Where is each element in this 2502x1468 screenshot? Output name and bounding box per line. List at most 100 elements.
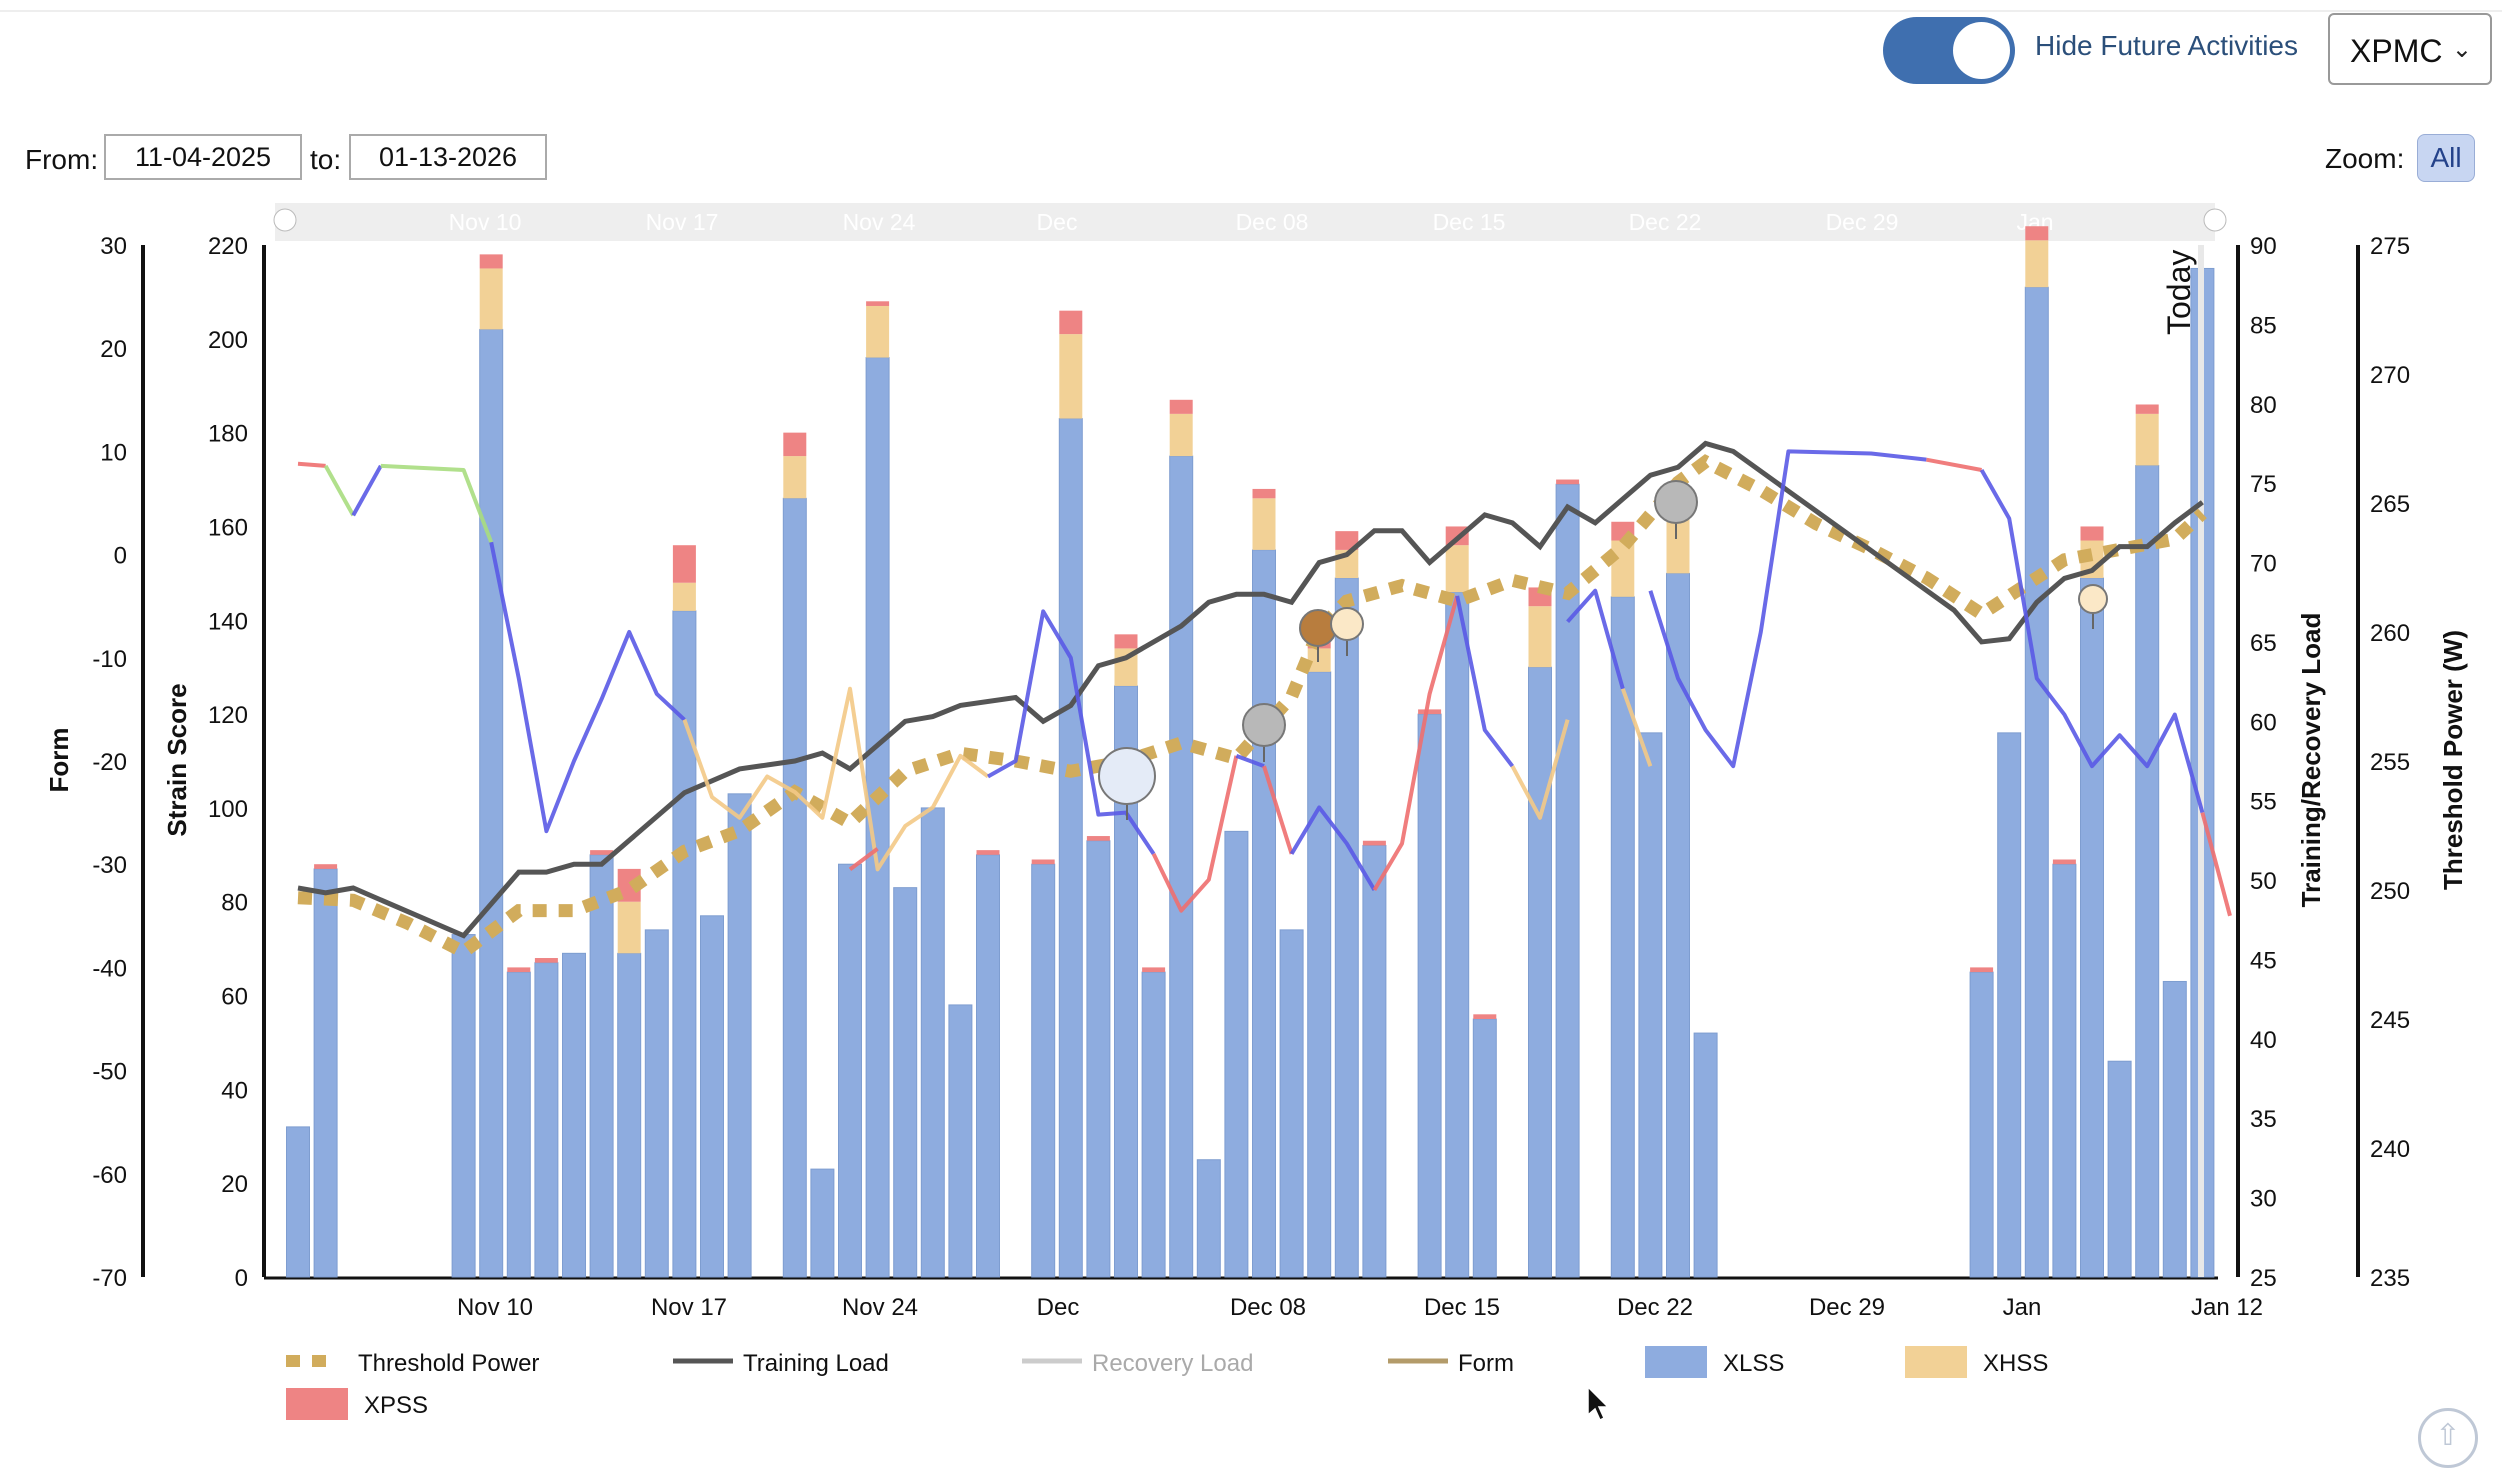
- bar-xlss: [1528, 666, 1552, 1278]
- zoom-all-button[interactable]: All: [2417, 134, 2475, 182]
- bar-xlss: [782, 497, 807, 1278]
- form-tick-label: 10: [100, 439, 127, 466]
- x-tick-label: Nov 10: [457, 1294, 533, 1321]
- bar-xhss: [1059, 334, 1083, 419]
- load-tick-label: 30: [2250, 1186, 2277, 1213]
- bar-xpss: [2135, 404, 2159, 414]
- power-tick-label: 265: [2370, 491, 2410, 518]
- form-tick-label: -70: [92, 1265, 127, 1292]
- load-tick-label: 35: [2250, 1106, 2277, 1133]
- navigator-tick-label: Nov 10: [449, 209, 522, 235]
- navigator-tick-label: Dec 22: [1629, 209, 1702, 235]
- bar-xhss: [672, 582, 696, 611]
- navigator-tick-label: Dec 08: [1236, 209, 1309, 235]
- activity-marker: [1654, 480, 1698, 524]
- bar-xpss: [783, 432, 807, 457]
- navigator-tick-label: Nov 24: [843, 209, 916, 235]
- bar-xhss: [783, 456, 807, 499]
- form-line-blue: [351, 464, 383, 517]
- bar-xpss: [534, 958, 558, 963]
- bar-xlss: [2135, 464, 2160, 1278]
- bar-xhss: [479, 268, 503, 330]
- power-tick-label: 235: [2370, 1265, 2410, 1292]
- form-line-blue: [1648, 449, 1927, 769]
- form-line-green: [380, 463, 494, 543]
- load-tick-label: 55: [2250, 789, 2277, 816]
- top-divider: [0, 10, 2502, 12]
- threshold-power-line: [297, 454, 2207, 960]
- form-line-red: [848, 847, 879, 871]
- to-label: to:: [310, 144, 342, 175]
- from-date-input[interactable]: [104, 134, 302, 180]
- legend-item-xlss: XLSS: [1645, 1346, 1784, 1378]
- form-tick-label: 20: [100, 336, 127, 363]
- activity-marker: [1330, 607, 1364, 641]
- bar-xhss: [2025, 240, 2049, 288]
- form-line-orange: [1620, 688, 1653, 767]
- load-tick-label: 45: [2250, 947, 2277, 974]
- bar-xlss: [948, 1004, 973, 1278]
- form-tick-label: -20: [92, 749, 127, 776]
- form-line-red: [297, 461, 326, 468]
- bar-xlss: [838, 863, 862, 1278]
- power-axis-title: Threshold Power (W): [2438, 630, 2468, 890]
- bar-xpss: [2052, 859, 2076, 865]
- toggle-knob: [1953, 22, 2010, 79]
- bar-xpss: [507, 967, 531, 973]
- power-tick-label: 275: [2370, 233, 2410, 260]
- power-tick-label: 260: [2370, 620, 2410, 647]
- bar-xhss: [866, 305, 890, 358]
- chevron-down-icon: ⌄: [2451, 36, 2472, 63]
- bar-xhss: [617, 901, 641, 954]
- bar-xlss: [2052, 863, 2077, 1278]
- form-line-blue: [1289, 805, 1377, 892]
- strain-tick-label: 120: [208, 702, 248, 729]
- bar-xpss: [1556, 479, 1580, 485]
- load-tick-label: 65: [2250, 630, 2277, 657]
- form-tick-label: -60: [92, 1162, 127, 1189]
- strain-tick-label: 140: [208, 608, 248, 635]
- bar-xlss: [2107, 1060, 2132, 1278]
- x-tick-label: Nov 17: [651, 1294, 727, 1321]
- power-tick-label: 245: [2370, 1007, 2410, 1034]
- bar-xlss: [1362, 844, 1387, 1278]
- bar-xlss: [2080, 577, 2104, 1278]
- bar-xlss: [1555, 483, 1580, 1278]
- scroll-up-button[interactable]: ⇧: [2418, 1408, 2478, 1468]
- training-load-line: [297, 440, 2204, 939]
- form-line-red: [1372, 595, 1460, 892]
- legend-label: Training Load: [743, 1350, 889, 1377]
- form-line-red: [2200, 812, 2232, 917]
- legend-label: Form: [1458, 1350, 1514, 1377]
- load-tick-label: 80: [2250, 392, 2277, 419]
- hide-future-toggle[interactable]: [1883, 17, 2015, 84]
- legend-label: Recovery Load: [1092, 1350, 1253, 1377]
- power-tick-label: 255: [2370, 749, 2410, 776]
- strain-tick-label: 60: [221, 984, 248, 1011]
- bar-xlss: [313, 868, 338, 1278]
- load-tick-label: 90: [2250, 233, 2277, 260]
- strain-tick-label: 100: [208, 796, 248, 823]
- bar-xhss: [1445, 545, 1469, 593]
- strain-tick-label: 180: [208, 421, 248, 448]
- strain-tick-label: 160: [208, 514, 248, 541]
- metric-select[interactable]: XPMC ⌄: [2328, 13, 2492, 85]
- activity-marker: [1098, 747, 1156, 805]
- load-tick-label: 50: [2250, 868, 2277, 895]
- bar-xpss: [1252, 488, 1276, 499]
- bar-xlss: [1445, 591, 1470, 1278]
- from-label: From:: [25, 144, 99, 175]
- x-tick-label: Dec 15: [1424, 1294, 1500, 1321]
- navigator-tick-label: Dec 15: [1433, 209, 1506, 235]
- legend-swatch: [1645, 1346, 1707, 1378]
- navigator-tick-label: Dec: [1037, 209, 1078, 235]
- bar-xpss: [672, 545, 696, 583]
- strain-tick-label: 40: [221, 1077, 248, 1104]
- bar-xhss: [1611, 540, 1635, 597]
- strain-tick-label: 80: [221, 890, 248, 917]
- to-date-input[interactable]: [349, 134, 547, 180]
- legend-item-threshold: Threshold Power: [286, 1350, 539, 1377]
- bar-xlss: [1224, 830, 1249, 1278]
- load-axis-title: Training/Recovery Load: [2296, 613, 2326, 908]
- today-label: Today: [2161, 250, 2197, 335]
